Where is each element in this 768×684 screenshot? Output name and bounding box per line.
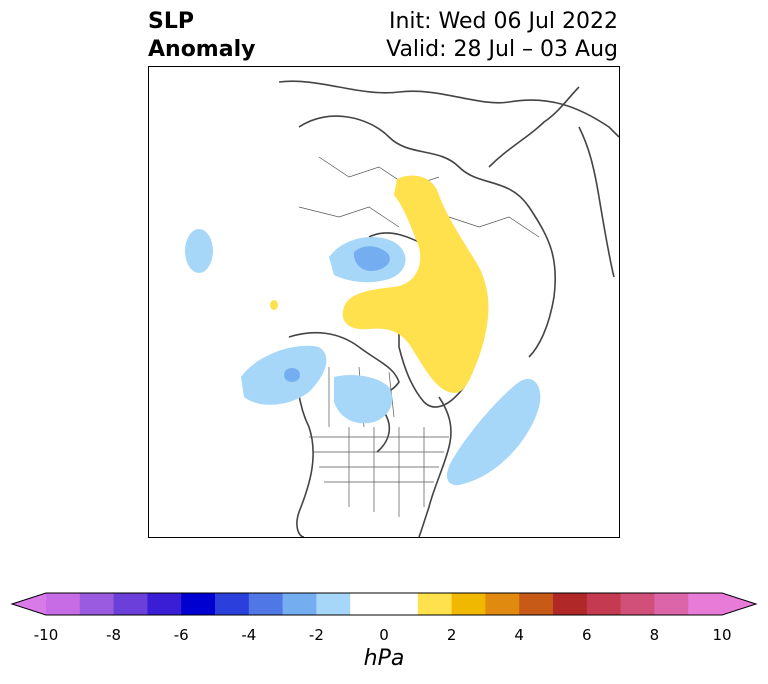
colorbar-tick-label: 0 [379,626,389,644]
colorbar-segment [46,593,81,615]
colorbar [10,592,758,616]
colorbar-outline [10,592,758,616]
colorbar-segment [316,593,351,615]
valid-range: Valid: 28 Jul – 03 Aug [386,37,618,62]
map-panel [148,66,620,538]
colorbar-segment [553,593,588,615]
colorbar-segment [79,593,115,615]
positive-anomaly-small [270,300,278,310]
colorbar-tick-label: -4 [241,626,257,644]
coastline-far-east [578,126,615,278]
colorbar-segment [417,593,453,615]
colorbar-segment [384,593,419,615]
colorbar-segment [181,593,216,615]
negative-anomaly-canada [334,375,393,424]
colorbar-tick-label: 4 [514,626,524,644]
colorbar-tick-label: 2 [446,626,457,644]
title-variable: SLP [148,9,194,34]
colorbar-segment [282,593,317,615]
colorbar-segment [350,593,385,615]
init-date: Init: Wed 06 Jul 2022 [388,9,618,34]
colorbar-unit-label: hPa [363,646,405,671]
colorbar-segment [113,593,148,615]
coastline-asia [278,80,619,138]
title-anomaly: Anomaly [148,37,256,62]
colorbar-tick-label: -6 [173,626,189,644]
positive-anomaly-eurasia [342,175,489,393]
chart-title-right: Init: Wed 06 Jul 2022 Valid: 28 Jul – 03… [386,8,618,64]
colorbar-tick-label: 8 [649,626,660,644]
colorbar-segment [485,593,520,615]
country-border-3 [448,216,540,238]
colorbar-tick-label: -10 [33,626,59,644]
strong-negative-core [353,246,390,271]
negative-anomaly-atlantic [447,378,541,486]
coastline-europe [488,86,580,168]
chart-title-left: SLP Anomaly [148,8,255,64]
coastline-eurasia-arc [298,115,557,358]
colorbar-segment [586,593,622,615]
negative-anomaly-pacific [241,345,327,405]
colorbar-segment [519,593,554,615]
colorbar-segment [620,593,655,615]
colorbar-segment [451,593,486,615]
map-svg [185,80,619,537]
us-states-grid [309,427,449,517]
colorbar-segment [147,593,182,615]
strong-negative-pacific [284,368,300,382]
country-border-2 [298,206,400,228]
colorbar-segment [215,593,250,615]
colorbar-segment [248,593,284,615]
negative-anomaly-west [185,229,213,273]
colorbar-tick-label: -2 [308,626,324,644]
anomaly-fields [185,175,541,486]
coastline-north-america-east [418,396,452,537]
colorbar-segment [654,593,689,615]
colorbar-segment [688,593,723,615]
colorbar-under-arrow [12,593,46,615]
colorbar-over-arrow [722,593,756,615]
colorbar-tick-label: -8 [106,626,122,644]
colorbar-tick-label: 10 [712,626,732,644]
colorbar-tick-label: 6 [582,626,592,644]
